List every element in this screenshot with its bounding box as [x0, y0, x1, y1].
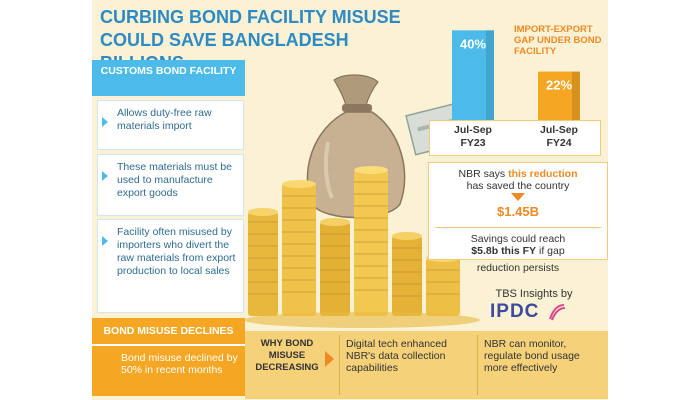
nbr-text: NBR says	[458, 168, 509, 180]
customs-item: These materials must be used to manufact…	[97, 154, 244, 216]
x-tick-label-line: Jul-Sep	[454, 124, 492, 136]
chart-x-labels: Jul-Sep FY23 Jul-Sep FY24	[429, 120, 601, 156]
bond-misuse-header: BOND MISUSE DECLINES	[92, 318, 245, 344]
savings-value: $1.45B	[497, 204, 539, 219]
why-label-line: WHY BOND	[260, 338, 314, 349]
bar-value-label: 40%	[460, 36, 486, 51]
nbr-savings-box: NBR says this reduction has saved the co…	[428, 162, 608, 260]
why-label-line: DECREASING	[255, 362, 319, 373]
bond-misuse-box: Bond misuse declined by 50% in recent mo…	[92, 344, 245, 396]
nbr-line: NBR says this reduction	[433, 168, 603, 181]
logo-swirl-icon	[549, 304, 566, 321]
x-tick-label: Jul-Sep FY24	[516, 124, 602, 150]
customs-item-text: Allows duty-free raw materials import	[117, 107, 212, 132]
customs-item-text: These materials must be used to manufact…	[117, 161, 232, 199]
nbr-highlight: this reduction	[508, 168, 578, 180]
bar-1	[452, 30, 494, 122]
nbr-line: has saved the country	[466, 180, 570, 192]
customs-item: Allows duty-free raw materials import	[97, 100, 244, 150]
x-tick-label: Jul-Sep FY23	[430, 124, 516, 150]
bar-shade	[572, 71, 580, 122]
reason-item: Digital tech enhanced NBR's data collect…	[339, 335, 473, 395]
ipdc-logo: IPDC	[490, 301, 566, 323]
infographic-card: CURBING BOND FACILITY MISUSE COULD SAVE …	[92, 0, 608, 400]
divider	[435, 227, 601, 228]
nbr-line: reduction persists	[476, 262, 560, 274]
bar-chart-svg: 40% 22%	[452, 30, 580, 122]
nbr-bold: $5.8b this FY	[471, 245, 537, 257]
x-tick-label-line: Jul-Sep	[540, 124, 578, 136]
bond-misuse-text: Bond misuse declined by 50% in recent mo…	[121, 352, 238, 376]
bar-value-label: 22%	[546, 78, 572, 93]
nbr-line: Savings could reach	[470, 233, 566, 245]
nbr-text: if gap	[536, 245, 565, 257]
x-tick-label-line: FY23	[460, 137, 486, 149]
gold-coin-stacks	[244, 166, 480, 328]
tbs-insights-credit: TBS Insights by	[495, 288, 573, 300]
reason-item: NBR can monitor, regulate bond usage mor…	[477, 335, 605, 395]
customs-item-text: Facility often misused by importers who …	[117, 226, 236, 277]
customs-bond-header: CUSTOMS BOND FACILITY	[92, 60, 245, 96]
why-decreasing-strip: WHY BOND MISUSE DECREASING Digital tech …	[245, 331, 608, 399]
down-arrow-icon	[511, 193, 525, 201]
bar-chart: 40% 22%	[428, 12, 608, 176]
x-tick-label-line: FY24	[546, 137, 572, 149]
why-label-line: MISUSE	[268, 350, 306, 361]
arrow-right-icon	[325, 351, 334, 367]
bar-2	[538, 71, 580, 122]
why-label: WHY BOND MISUSE DECREASING	[251, 338, 323, 374]
ipdc-logo-text: IPDC	[490, 301, 540, 322]
customs-item: Facility often misused by importers who …	[97, 219, 244, 313]
nbr-line: $5.8b this FY if gap	[433, 245, 603, 258]
bar-shade	[486, 30, 494, 122]
chart-title: IMPORT-EXPORT GAP UNDER BOND FACILITY	[514, 24, 602, 57]
